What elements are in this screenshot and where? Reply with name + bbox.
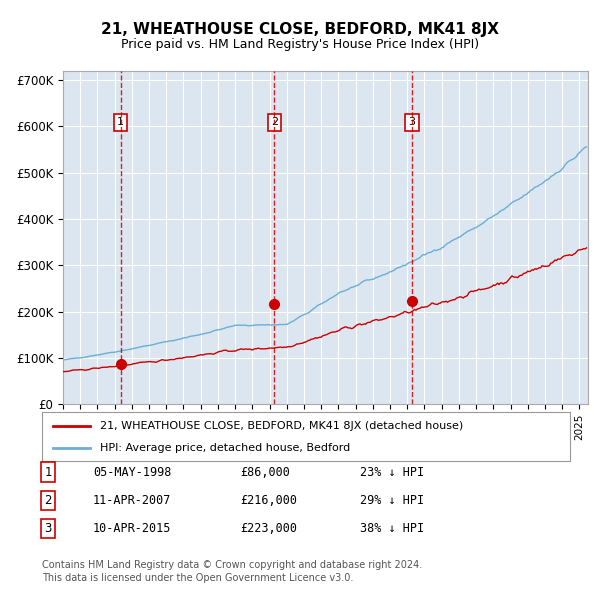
Text: Contains HM Land Registry data © Crown copyright and database right 2024.
This d: Contains HM Land Registry data © Crown c… (42, 560, 422, 583)
Text: 23% ↓ HPI: 23% ↓ HPI (360, 466, 424, 478)
Text: £86,000: £86,000 (240, 466, 290, 478)
Text: 2: 2 (271, 117, 278, 127)
Text: 29% ↓ HPI: 29% ↓ HPI (360, 494, 424, 507)
Text: £216,000: £216,000 (240, 494, 297, 507)
Text: 3: 3 (44, 522, 52, 535)
Text: 11-APR-2007: 11-APR-2007 (93, 494, 172, 507)
Text: Price paid vs. HM Land Registry's House Price Index (HPI): Price paid vs. HM Land Registry's House … (121, 38, 479, 51)
Text: 2: 2 (44, 494, 52, 507)
Text: £223,000: £223,000 (240, 522, 297, 535)
Text: HPI: Average price, detached house, Bedford: HPI: Average price, detached house, Bedf… (100, 443, 350, 453)
Text: 1: 1 (44, 466, 52, 478)
Text: 38% ↓ HPI: 38% ↓ HPI (360, 522, 424, 535)
Text: 3: 3 (409, 117, 415, 127)
Text: 10-APR-2015: 10-APR-2015 (93, 522, 172, 535)
Text: 21, WHEATHOUSE CLOSE, BEDFORD, MK41 8JX (detached house): 21, WHEATHOUSE CLOSE, BEDFORD, MK41 8JX … (100, 421, 463, 431)
Text: 1: 1 (117, 117, 124, 127)
Text: 21, WHEATHOUSE CLOSE, BEDFORD, MK41 8JX: 21, WHEATHOUSE CLOSE, BEDFORD, MK41 8JX (101, 22, 499, 37)
Text: 05-MAY-1998: 05-MAY-1998 (93, 466, 172, 478)
